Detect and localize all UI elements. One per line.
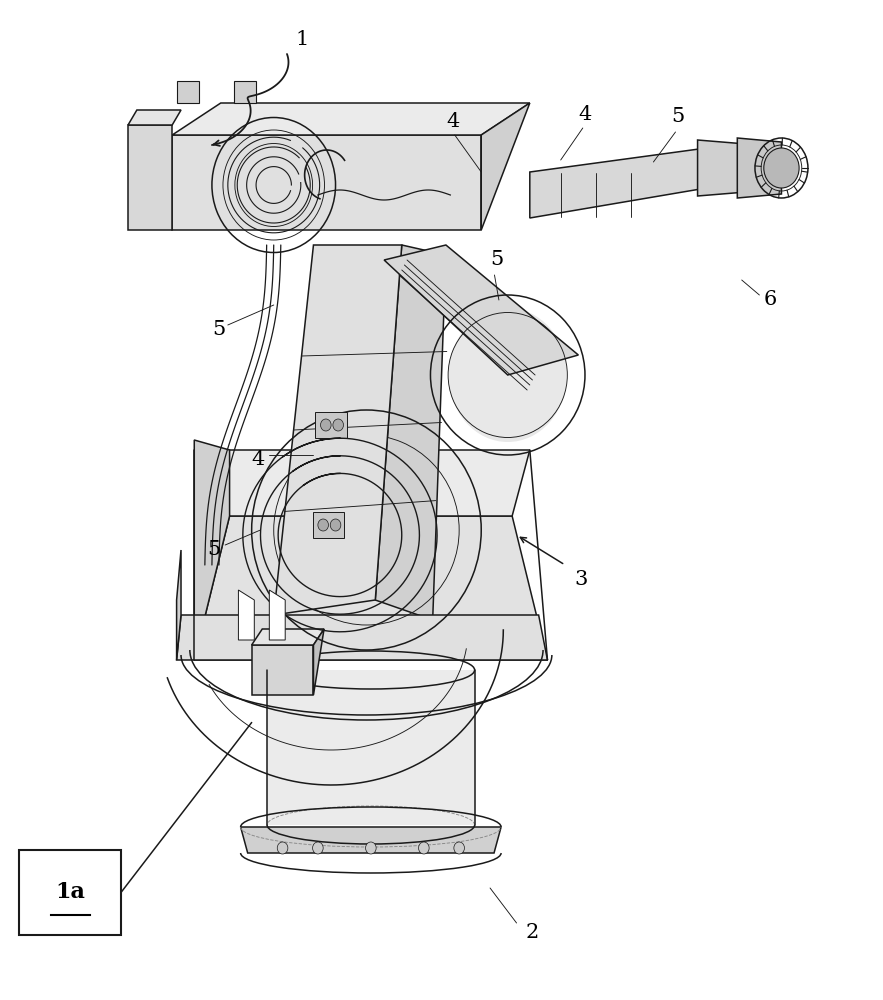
Polygon shape (194, 516, 547, 660)
Text: 1: 1 (296, 30, 309, 49)
Polygon shape (698, 140, 746, 196)
Text: 5: 5 (671, 107, 684, 126)
Text: 3: 3 (574, 570, 587, 589)
Circle shape (277, 842, 288, 854)
Polygon shape (172, 103, 530, 135)
Polygon shape (375, 245, 446, 620)
Circle shape (419, 842, 429, 854)
Polygon shape (128, 110, 181, 125)
Polygon shape (240, 827, 502, 853)
Polygon shape (177, 550, 181, 660)
Polygon shape (177, 615, 547, 660)
Text: 1a: 1a (56, 882, 85, 904)
Circle shape (318, 519, 328, 531)
Bar (19, 850, 121, 935)
Polygon shape (268, 670, 475, 825)
Polygon shape (194, 440, 230, 660)
Bar (313, 512, 344, 538)
Text: 5: 5 (208, 540, 221, 559)
Circle shape (333, 419, 343, 431)
Circle shape (454, 842, 464, 854)
Text: 4: 4 (578, 105, 592, 124)
Circle shape (313, 842, 323, 854)
Polygon shape (737, 138, 781, 198)
Text: 2: 2 (525, 923, 539, 942)
Polygon shape (530, 148, 706, 218)
Text: 6: 6 (764, 290, 777, 309)
Polygon shape (128, 125, 172, 230)
Circle shape (330, 519, 341, 531)
Polygon shape (252, 629, 324, 645)
Bar (177, 81, 199, 103)
Polygon shape (252, 645, 313, 695)
Polygon shape (238, 590, 254, 640)
Polygon shape (172, 135, 481, 230)
Circle shape (449, 308, 567, 442)
Text: 4: 4 (446, 112, 459, 131)
Text: 5: 5 (490, 250, 503, 269)
Polygon shape (212, 450, 530, 516)
Text: 5: 5 (212, 320, 225, 339)
Circle shape (764, 148, 799, 188)
Polygon shape (269, 590, 285, 640)
Polygon shape (313, 629, 324, 695)
Polygon shape (481, 103, 530, 230)
Polygon shape (384, 245, 578, 375)
Circle shape (366, 842, 376, 854)
Polygon shape (274, 245, 402, 615)
Text: 4: 4 (252, 450, 265, 469)
Bar (315, 412, 347, 438)
Bar (234, 81, 256, 103)
Circle shape (321, 419, 331, 431)
